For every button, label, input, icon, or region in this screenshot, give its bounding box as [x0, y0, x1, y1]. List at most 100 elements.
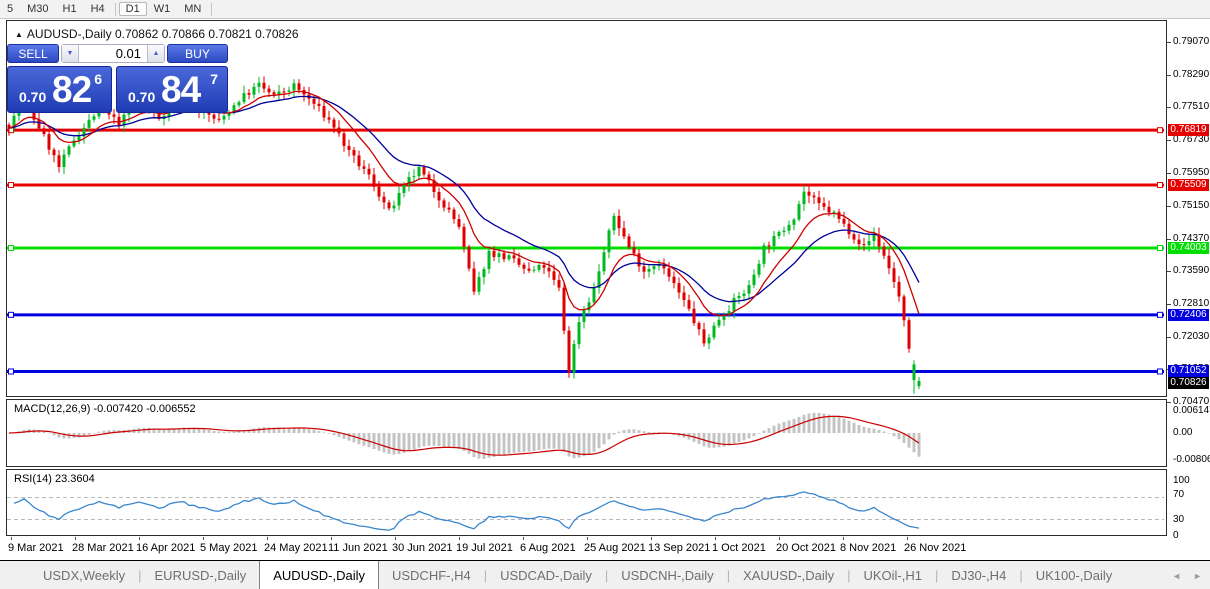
date-tick-mark [267, 537, 268, 540]
sell-price-big: 82 [52, 69, 92, 110]
horizontal-level-lines [7, 127, 1164, 375]
buy-price-prefix: 0.70 [128, 89, 156, 105]
buy-price-big: 84 [161, 69, 201, 110]
rsi-axis-label: 100 [1173, 475, 1190, 486]
date-label: 20 Oct 2021 [776, 542, 836, 554]
tab-separator: | [604, 568, 609, 583]
rsi-axis-label: 70 [1173, 489, 1185, 500]
buy-button[interactable]: BUY [167, 44, 228, 63]
tab-separator: | [726, 568, 731, 583]
level-handle[interactable] [1157, 311, 1163, 318]
timeframe-d1[interactable]: D1 [118, 2, 147, 16]
tab-separator: | [935, 568, 939, 583]
volume-decrement-icon[interactable]: ▼ [62, 45, 79, 62]
rsi-panel[interactable]: RSI(14) 23.3604 [6, 469, 1167, 536]
chart-tab-eurusd-daily[interactable]: EURUSD-,Daily [154, 568, 247, 583]
level-handle[interactable] [8, 181, 14, 188]
volume-increment-icon[interactable]: ▲ [147, 45, 164, 62]
chart-tab-usdx-weekly[interactable]: USDX,Weekly [43, 568, 126, 583]
chart-tab-dj30-h4[interactable]: DJ30-,H4 [951, 568, 1007, 583]
chart-tab-usdchf-h4[interactable]: USDCHF-,H4 [391, 568, 471, 583]
date-tick-mark [395, 537, 396, 540]
chart-tab-xauusd-daily[interactable]: XAUUSD-,Daily [743, 568, 835, 583]
rsi-label: RSI(14) 23.3604 [14, 473, 95, 485]
buy-price-pip: 7 [210, 71, 218, 87]
level-handle[interactable] [8, 311, 14, 318]
date-tick-mark [715, 537, 716, 540]
tab-scroll-arrows: ◄ ► [1172, 561, 1202, 589]
price-tick-mark [1167, 238, 1171, 240]
price-badge-0.72406: 0.72406 [1168, 308, 1209, 321]
price-tick-mark [1167, 139, 1171, 141]
timeframe-m30[interactable]: M30 [27, 3, 49, 15]
timeframe-w1[interactable]: W1 [153, 3, 171, 15]
date-tick-mark [331, 537, 332, 540]
price-tick-mark [1167, 172, 1171, 174]
price-tick-label: 0.78290 [1173, 68, 1210, 80]
level-handle[interactable] [1157, 127, 1163, 134]
price-axis[interactable]: 0.79070 0.78290 0.77510 0.76730 0.75950 0.751… [1167, 20, 1210, 560]
ma-fast-line[interactable] [8, 90, 920, 317]
sell-button[interactable]: SELL [7, 44, 59, 63]
chart-tab-usdcnh-daily[interactable]: USDCNH-,Daily [621, 568, 714, 583]
date-label: 19 Jul 2021 [456, 542, 513, 554]
ma-slow-line[interactable] [8, 95, 920, 303]
sell-price-box[interactable]: 0.70 82 6 [7, 66, 112, 113]
ohlc-low: 0.70821 [208, 27, 252, 41]
timeframe-mn[interactable]: MN [184, 3, 202, 15]
ohlc-high: 0.70866 [161, 27, 206, 41]
macd-axis-label: -0.008066 [1173, 454, 1210, 465]
level-handle[interactable] [1157, 181, 1163, 188]
volume-input[interactable]: 0.01 [79, 45, 147, 62]
price-badge-0.70826: 0.70826 [1168, 376, 1209, 389]
collapse-icon[interactable]: ▲ [15, 30, 23, 39]
date-label: 24 May 2021 [264, 542, 328, 554]
date-label: 28 Mar 2021 [72, 542, 134, 554]
date-label: 25 Aug 2021 [584, 542, 646, 554]
price-tick-mark [1167, 206, 1171, 208]
toolbar-separator [114, 2, 116, 16]
tab-separator: | [847, 568, 851, 583]
chart-tab-uk100-daily[interactable]: UK100-,Daily [1035, 568, 1113, 583]
price-tick-mark [1167, 303, 1171, 305]
price-tick-mark [1167, 74, 1171, 76]
date-tick-mark [203, 537, 204, 540]
price-tick-label: 0.75150 [1173, 200, 1210, 212]
timeframe-h4[interactable]: H4 [90, 3, 105, 15]
date-label: 9 Mar 2021 [8, 542, 64, 554]
level-handle[interactable] [1157, 368, 1163, 375]
date-tick-mark [587, 537, 588, 540]
price-tick-label: 0.76730 [1173, 133, 1210, 145]
tabs-scroll-right-icon[interactable]: ► [1193, 570, 1202, 581]
macd-panel[interactable]: MACD(12,26,9) -0.007420 -0.006552 [6, 399, 1167, 467]
date-tick-mark [75, 537, 76, 540]
date-tick-mark [907, 537, 908, 540]
level-handle[interactable] [1157, 245, 1163, 252]
macd-label: MACD(12,26,9) -0.007420 -0.006552 [14, 403, 196, 415]
date-axis[interactable]: 9 Mar 2021 28 Mar 2021 16 Apr 2021 5 May 20… [6, 537, 1167, 560]
rsi-axis-label: 30 [1173, 514, 1185, 525]
chart-tab-audusd-daily[interactable]: AUDUSD-,Daily [259, 561, 379, 589]
date-tick-mark [651, 537, 652, 540]
tabs-scroll-left-icon[interactable]: ◄ [1172, 570, 1182, 581]
macd-signal-line [8, 415, 920, 456]
timeframe-5[interactable]: 5 [7, 3, 14, 15]
price-tick-label: 0.74370 [1173, 232, 1210, 244]
price-badge-0.74003: 0.74003 [1168, 242, 1209, 254]
price-badge-0.71052: 0.71052 [1168, 365, 1209, 378]
level-handle[interactable] [8, 368, 14, 375]
date-label: 26 Nov 2021 [904, 542, 967, 554]
price-tick-label: 0.72030 [1173, 330, 1210, 342]
candles [7, 76, 921, 394]
rsi-line [13, 491, 920, 531]
timeframe-toolbar: 5 M30 H1 H4 D1 W1 MN [0, 0, 1210, 19]
chart-tab-ukoil-h1[interactable]: UKOil-,H1 [863, 568, 922, 583]
toolbar-separator [211, 2, 213, 16]
timeframe-h1[interactable]: H1 [62, 3, 77, 15]
price-badge-0.76819: 0.76819 [1168, 124, 1209, 137]
buy-price-box[interactable]: 0.70 84 7 [116, 66, 228, 113]
date-tick-mark [843, 537, 844, 540]
ohlc-open: 0.70862 [114, 27, 159, 41]
chart-tab-usdcad-daily[interactable]: USDCAD-,Daily [500, 568, 592, 583]
level-handle[interactable] [8, 245, 14, 252]
